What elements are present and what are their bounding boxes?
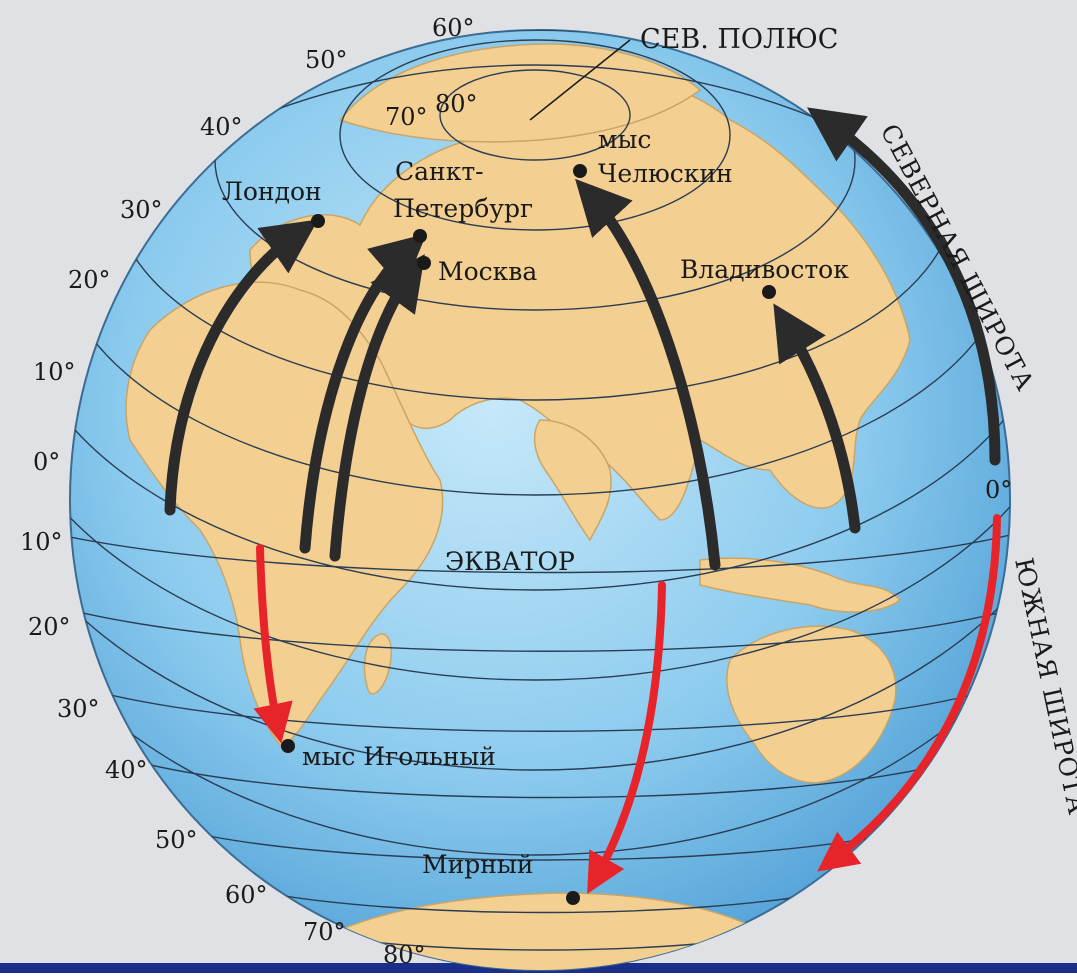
southern-latitude-arrow bbox=[817, 514, 1001, 872]
lat-label-0: 0° bbox=[33, 448, 60, 476]
lat-label-40: 40° bbox=[200, 113, 243, 141]
vladivostok-label: Владивосток bbox=[680, 255, 849, 284]
lat-label-70-inner: 70° bbox=[385, 103, 428, 131]
lat-70 bbox=[339, 39, 731, 231]
lat-40 bbox=[70, 30, 1010, 496]
arrow-to-cape-agulhas bbox=[253, 544, 293, 744]
india-land bbox=[533, 419, 612, 542]
north-pole-label: СЕВ. ПОЛЮС bbox=[640, 24, 838, 55]
cape-agulhas-label: мыс Игольный bbox=[302, 742, 496, 771]
northern-latitude-arrow bbox=[806, 107, 1001, 466]
moscow-label: Москва bbox=[438, 257, 537, 286]
lat-label-s60: 60° bbox=[225, 881, 268, 909]
london-label: Лондон bbox=[222, 177, 322, 206]
lat-label-s20: 20° bbox=[28, 613, 71, 641]
chelyuskin-label-2: Челюскин bbox=[598, 159, 733, 188]
moscow-dot bbox=[417, 256, 431, 270]
lat-s20 bbox=[70, 609, 1010, 652]
lat-label-10: 10° bbox=[33, 358, 76, 386]
lat-10 bbox=[70, 30, 1010, 771]
arrow-to-moscow bbox=[329, 254, 425, 562]
lat-80 bbox=[439, 69, 631, 161]
lat-label-s10: 10° bbox=[20, 528, 63, 556]
equator-label: ЭКВАТОР bbox=[445, 547, 575, 576]
lat-label-0-right: 0° bbox=[985, 476, 1012, 504]
north-pole-pointer bbox=[529, 39, 631, 121]
chelyuskin-dot bbox=[573, 164, 587, 178]
lat-30 bbox=[70, 30, 1010, 591]
london-dot bbox=[311, 214, 325, 228]
cape-agulhas-dot bbox=[281, 739, 295, 753]
st-petersburg-dot bbox=[413, 229, 427, 243]
lat-label-s50: 50° bbox=[155, 826, 198, 854]
st-petersburg-label-2: Петербург bbox=[393, 194, 533, 223]
arrow-to-chelyuskin bbox=[575, 178, 721, 571]
mirny-dot bbox=[566, 891, 580, 905]
lat-label-80-inner: 80° bbox=[435, 90, 478, 118]
sea-islands-land bbox=[699, 557, 902, 613]
arrow-to-london bbox=[164, 219, 319, 516]
chelyuskin-label-1: мыс bbox=[598, 125, 651, 154]
north-arrows bbox=[164, 107, 1001, 571]
lat-s60 bbox=[249, 889, 841, 914]
vladivostok-dot bbox=[762, 285, 776, 299]
lat-label-20: 20° bbox=[68, 266, 111, 294]
lat-label-s30: 30° bbox=[57, 695, 100, 723]
mirny-label: Мирный bbox=[422, 850, 534, 879]
arrow-to-mirny bbox=[587, 581, 666, 894]
lat-s10 bbox=[70, 534, 1010, 574]
lat-label-60: 60° bbox=[432, 14, 475, 42]
lat-label-s40: 40° bbox=[105, 756, 148, 784]
lat-0 bbox=[70, 64, 1010, 856]
lat-s30 bbox=[89, 689, 991, 732]
city-dots bbox=[281, 164, 776, 905]
south-arrows bbox=[253, 514, 1001, 894]
madagascar-land bbox=[363, 633, 392, 695]
lat-label-30: 30° bbox=[120, 196, 163, 224]
st-petersburg-label-1: Санкт- bbox=[395, 157, 484, 186]
lat-label-50: 50° bbox=[305, 46, 348, 74]
lat-20 bbox=[70, 30, 1010, 681]
lat-label-s80: 80° bbox=[383, 941, 426, 969]
lat-s40 bbox=[129, 759, 961, 799]
arrow-to-vladivostok bbox=[773, 303, 861, 534]
lat-label-s70: 70° bbox=[303, 918, 346, 946]
